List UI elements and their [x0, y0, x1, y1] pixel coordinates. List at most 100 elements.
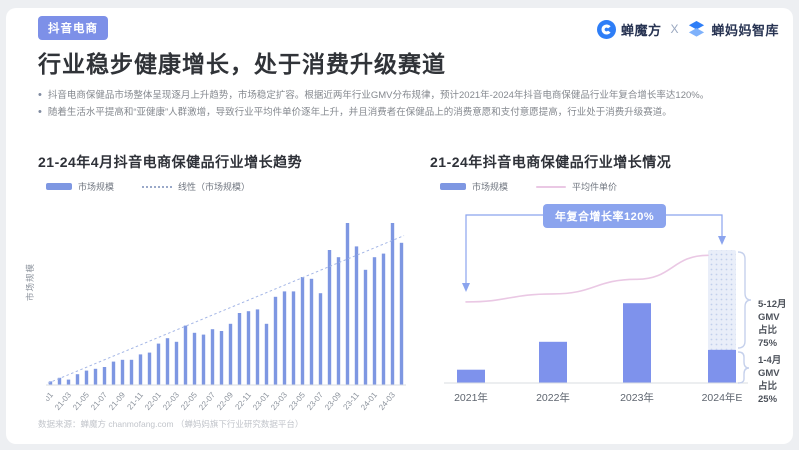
brand-name-right: 蝉妈妈智库: [711, 22, 779, 38]
annotation-line: 占比75%: [758, 325, 778, 349]
bullet-item: 抖音电商保健品市场整体呈现逐月上升趋势，市场稳定扩容。根据近两年行业GMV分布规…: [38, 87, 783, 104]
cagr-connector-left: [465, 214, 543, 283]
bar: [345, 223, 350, 385]
yearly-growth-bar-chart: 2021年 2022年 2023年 2024年E: [444, 214, 752, 404]
category-tag: 抖音电商: [38, 16, 108, 40]
bar: [623, 303, 651, 383]
x-tick-label: 22-03: [161, 390, 181, 412]
page-title: 行业稳步健康增长，处于消费升级赛道: [38, 51, 446, 77]
x-tick-label: 21-07: [89, 390, 109, 412]
legend-label: 平均件单价: [572, 182, 618, 192]
bar-swatch: [440, 183, 466, 190]
x-category-label: 2024年E: [702, 391, 743, 404]
bar: [165, 338, 170, 385]
chanmama-zhiku-logo-icon: [689, 20, 705, 37]
x-tick-label: 23-09: [323, 390, 343, 412]
bar: [201, 334, 206, 385]
bar: [327, 250, 332, 385]
bar: [57, 377, 62, 385]
data-source-note: 数据来源：蝉魔方 chanmofang.com （蝉妈妈旗下行业研究数据平台）: [38, 419, 304, 429]
bar: [66, 379, 71, 385]
brand-logos: 蝉魔方 X 蝉妈妈智库: [596, 18, 779, 40]
x-tick-label: 23-03: [269, 390, 289, 412]
legend-item-avg-price: 平均件单价: [536, 180, 617, 193]
x-tick-label: 22-11: [233, 390, 253, 411]
segment-annotation-top: 5-12月GMV 占比75%: [758, 298, 793, 350]
bar-solid-segment: [708, 349, 736, 384]
arrow-down-icon: [718, 236, 726, 245]
x-tick-label: 22-09: [215, 390, 235, 412]
x-category-label: 2023年: [620, 391, 654, 404]
right-chart-title: 21-24年抖音电商保健品行业增长情况: [430, 154, 672, 170]
bar: [75, 374, 80, 385]
bar: [390, 223, 395, 385]
x-tick-label: 21-01: [46, 390, 55, 412]
chanmofang-logo-icon: [596, 19, 616, 39]
x-tick-label: 23-11: [341, 390, 361, 411]
x-tick-label: 21-11: [125, 390, 145, 411]
legend-item-market-size: 市场规模: [46, 180, 114, 193]
legend-label: 市场规模: [78, 182, 115, 192]
bar: [457, 369, 485, 383]
bar: [282, 291, 287, 385]
monthly-trend-bar-chart: 21-0121-0321-0521-0721-0921-1122-0122-03…: [46, 223, 406, 412]
x-tick-label: 23-05: [287, 390, 307, 412]
bar: [318, 293, 323, 385]
line-swatch: [536, 185, 567, 188]
bar: [237, 313, 242, 385]
bar: [300, 277, 305, 385]
bar: [381, 253, 386, 385]
x-tick-label: 24-01: [359, 390, 379, 412]
bullet-item: 随着生活水平提高和“亚健康”人群激增，导致行业平均件单价逐年上升，并且消费者在保…: [38, 104, 783, 121]
bar: [120, 359, 125, 385]
bar: [111, 361, 116, 385]
right-chart-legend: 市场规模 平均件单价: [440, 180, 617, 193]
brand-name-left: 蝉魔方: [620, 22, 662, 38]
bar: [372, 257, 377, 385]
summary-bullets: 抖音电商保健品市场整体呈现逐月上升趋势，市场稳定扩容。根据近两年行业GMV分布规…: [38, 87, 783, 121]
avg-price-line: [465, 254, 709, 303]
bar-hatched-segment: [708, 250, 736, 350]
bar: [309, 278, 314, 385]
x-tick-label: 21-03: [53, 390, 73, 412]
bar-swatch: [46, 183, 72, 190]
bar: [183, 325, 188, 385]
x-tick-label: 21-05: [71, 390, 91, 412]
bar: [539, 341, 567, 383]
bar: [93, 368, 98, 385]
bar: [129, 359, 134, 385]
cagr-badge: 年复合增长率120%: [543, 204, 667, 228]
bar: [336, 257, 341, 385]
brace-top-segment: [737, 251, 752, 349]
bar: [210, 329, 215, 385]
segment-annotation-bottom: 1-4月GMV 占比25%: [758, 354, 793, 406]
bar: [273, 296, 278, 385]
cagr-connector-right: [663, 214, 723, 236]
x-tick-label: 24-03: [377, 390, 397, 412]
bar: [48, 381, 53, 385]
legend-item-linear-trend: 线性（市场规模）: [142, 180, 250, 193]
bar: [102, 367, 107, 385]
x-tick-label: 23-01: [251, 390, 271, 412]
bar: [174, 341, 179, 385]
left-chart-y-axis-label: 市场规模: [25, 263, 35, 302]
dotted-line-swatch: [142, 185, 173, 188]
bar: [138, 354, 143, 385]
x-tick-label: 22-01: [143, 390, 163, 412]
left-chart-title: 21-24年4月抖音电商保健品行业增长趋势: [38, 154, 303, 170]
bar: [84, 370, 89, 385]
x-tick-label: 22-07: [197, 390, 217, 412]
bar: [399, 242, 404, 385]
bar: [147, 352, 152, 385]
bar: [354, 246, 359, 385]
brace-bottom-segment: [737, 351, 750, 384]
bar: [192, 332, 197, 385]
brand-separator: X: [670, 22, 679, 36]
bar: [219, 331, 224, 385]
linear-trendline: [47, 235, 405, 384]
left-chart-legend: 市场规模 线性（市场规模）: [46, 180, 250, 193]
bar: [264, 323, 269, 385]
legend-item-market-size: 市场规模: [440, 180, 508, 193]
annotation-line: 1-4月GMV: [758, 355, 782, 379]
bar: [156, 343, 161, 385]
